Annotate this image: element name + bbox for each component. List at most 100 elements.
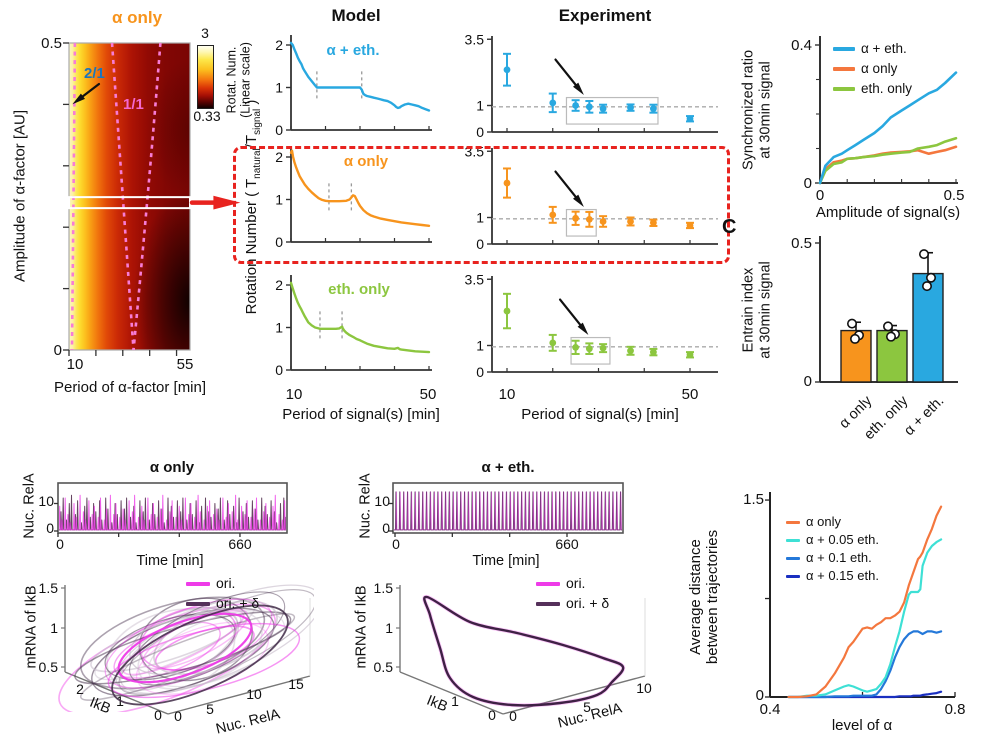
model-panel-label-alpha-only: α only xyxy=(343,153,389,170)
legend-item: ori. xyxy=(186,575,235,591)
data-point xyxy=(627,347,634,355)
colorbar-tick-min: 0.33 xyxy=(193,108,221,124)
model-panel-0: 2 1 0 xyxy=(275,35,432,138)
panel-letter-c: C xyxy=(722,216,737,238)
tick-label: 1 xyxy=(275,192,283,208)
model-panel-2: 2 1 0 xyxy=(275,275,432,378)
tick-label: 2 xyxy=(275,149,283,165)
entrain-ylabel: Entrain index at 30min signal xyxy=(740,240,773,380)
tick-label: 0.5 xyxy=(39,659,59,675)
legend-swatch-cyan xyxy=(786,539,800,543)
entrain-ylabel-line2: at 30min signal xyxy=(757,261,773,359)
legend-swatch-magenta xyxy=(186,582,210,587)
legend-label: α + 0.15 eth. xyxy=(806,568,879,583)
sync-ylabel-line1: Synchronized ratio xyxy=(740,49,757,171)
tick-label: 2 xyxy=(76,681,84,697)
legend-label: α + 0.1 eth. xyxy=(806,550,872,565)
heatmap-title: α only xyxy=(111,8,163,27)
sync-panel xyxy=(815,36,958,185)
sync-xtick-right: 0.5 xyxy=(943,187,965,204)
series-line xyxy=(818,71,958,185)
tick-label: 1 xyxy=(476,98,484,114)
data-point xyxy=(599,344,607,352)
entrain-ytick-bottom: 0 xyxy=(803,373,812,390)
heatmap-overlay xyxy=(63,42,241,356)
tongue-label-2-1: 2/1 xyxy=(84,65,105,82)
series-line xyxy=(818,145,958,185)
data-point xyxy=(925,272,936,283)
legend-swatch-midblue xyxy=(786,557,800,561)
legend-item: α + 0.1 eth. xyxy=(786,550,872,565)
entrainment-box xyxy=(565,208,597,237)
heatmap-xtick-left: 10 xyxy=(66,356,84,373)
data-point xyxy=(503,307,511,315)
data-point xyxy=(549,99,557,107)
data-point xyxy=(686,351,694,359)
tick-label: 0 xyxy=(275,122,283,138)
ts2-xtick-right: 660 xyxy=(555,536,579,552)
ts1-xtick-right: 660 xyxy=(228,536,252,552)
experiment-panel-1: 3.510 xyxy=(465,143,718,252)
highlight-row-box xyxy=(68,196,191,210)
ts1-xtick-left: 0 xyxy=(56,536,64,552)
legend-swatch-orange xyxy=(833,67,855,72)
ts1-ytick-top: 10 xyxy=(38,493,54,509)
legend-item: ori. + δ xyxy=(186,595,259,611)
tick-label: 1.5 xyxy=(39,580,59,596)
phase1-zlabel: mRNA of IkB xyxy=(23,585,40,669)
tick-label: 1 xyxy=(275,80,283,96)
tongue-2-1-line xyxy=(70,42,77,351)
heatmap-xtick-right: 55 xyxy=(176,356,194,373)
distance-xtick-left: 0.4 xyxy=(759,701,781,718)
tick-label: 0 xyxy=(275,362,283,378)
legend-item: α + 0.05 eth. xyxy=(786,532,879,547)
tick-label: 1 xyxy=(476,338,484,354)
entrainment-box xyxy=(570,336,611,365)
distance-ytick-top: 1.5 xyxy=(743,491,764,508)
legend-swatch-purple xyxy=(186,602,210,607)
data-point xyxy=(549,339,557,347)
tick-label: 1 xyxy=(385,620,393,636)
data-point xyxy=(885,331,896,342)
series-line xyxy=(787,505,943,699)
series-line xyxy=(394,491,622,531)
heatmap-ytick-bottom: 0 xyxy=(53,342,62,359)
sync-ytick-top: 0.4 xyxy=(791,37,812,54)
experiment-panel-0: 3.5 1 0 xyxy=(465,31,718,140)
distance-ytick-bottom: 0 xyxy=(755,687,764,704)
series-line xyxy=(818,136,958,185)
experiment-xtick-left: 10 xyxy=(498,386,516,403)
tick-label: 0 xyxy=(275,234,283,250)
experiment-title: Experiment xyxy=(558,6,652,25)
data-point xyxy=(849,333,860,344)
legend-item: ori. + δ xyxy=(536,595,609,611)
experiment-xlabel: Period of signal(s) [min] xyxy=(521,406,679,423)
tick-label: 5 xyxy=(206,701,214,717)
legend-swatch-green xyxy=(833,87,855,92)
entrain-ytick-top: 0.5 xyxy=(791,235,812,252)
data-point xyxy=(686,222,694,229)
series-line xyxy=(394,491,622,531)
ts1-ytick-bottom: 0 xyxy=(46,520,54,536)
colorbar xyxy=(197,45,214,109)
legend-swatch-blue xyxy=(833,47,855,52)
series-line xyxy=(289,281,431,354)
model-title: Model xyxy=(331,6,381,25)
model-panel-label-alpha-eth: α + eth. xyxy=(326,42,380,59)
legend-swatch-purple xyxy=(536,602,560,607)
ts1-xlabel: Time [min] xyxy=(136,553,204,569)
tick-label: 5 xyxy=(583,699,591,715)
legend-label: ori. xyxy=(216,575,236,591)
entrainment-box xyxy=(565,96,659,125)
legend-swatch-magenta xyxy=(536,582,560,587)
legend-item: α + 0.15 eth. xyxy=(786,568,879,583)
tick-label: 15 xyxy=(288,676,304,692)
heatmap-ytick-top: 0.5 xyxy=(41,35,62,52)
tick-label: 3.5 xyxy=(465,31,485,47)
data-point xyxy=(650,105,657,113)
data-point xyxy=(572,102,580,109)
distance-panel xyxy=(765,492,956,699)
